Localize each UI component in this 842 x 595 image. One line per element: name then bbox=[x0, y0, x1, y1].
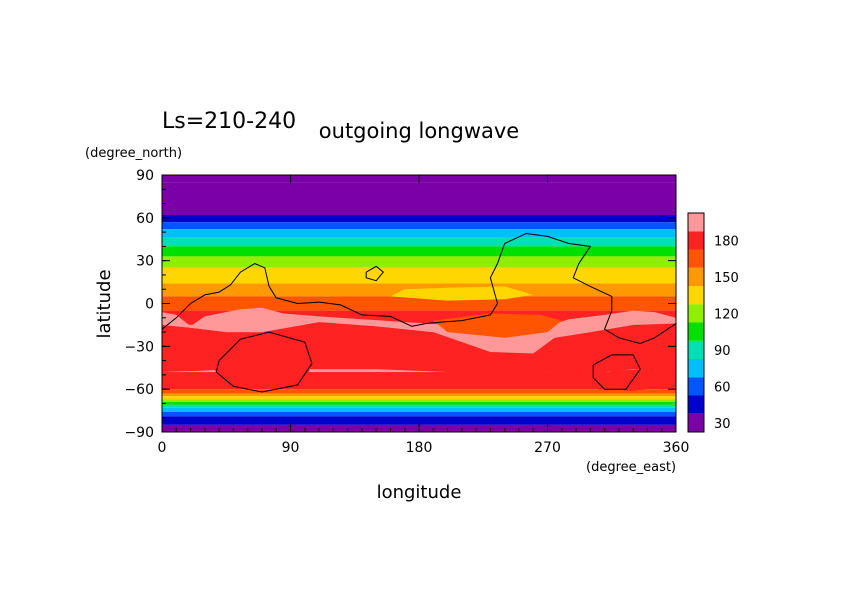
colorbar-tick-label: 120 bbox=[714, 307, 739, 322]
fill-region-2 bbox=[212, 350, 312, 390]
band-22 bbox=[162, 416, 676, 425]
colorbar-tick-label: 150 bbox=[714, 271, 739, 286]
colorbar-swatch-0 bbox=[688, 413, 704, 432]
band-6 bbox=[162, 246, 676, 257]
y-tick-label: 0 bbox=[145, 297, 154, 313]
colorbar-frame bbox=[687, 212, 705, 433]
contour-line-2 bbox=[365, 265, 385, 282]
band-17 bbox=[162, 399, 676, 403]
band-20 bbox=[162, 407, 676, 413]
y-axis-label: latitude bbox=[94, 269, 115, 338]
x-unit-label: (degree_east) bbox=[586, 460, 676, 475]
y-tick-label: −30 bbox=[124, 339, 154, 355]
colorbar-tick-label: 90 bbox=[714, 344, 731, 359]
colorbar-swatch-9 bbox=[688, 249, 704, 268]
band-10 bbox=[162, 296, 676, 311]
band-19 bbox=[162, 404, 676, 408]
x-tick-label: 360 bbox=[663, 440, 690, 456]
band-4 bbox=[162, 229, 676, 238]
x-tick-label: 90 bbox=[282, 440, 300, 456]
y-tick-label: 90 bbox=[136, 168, 154, 184]
band-3 bbox=[162, 222, 676, 230]
axes: 0 90 180 270 360 90 60 30 0 −30 −60 −90 bbox=[124, 168, 689, 456]
y-tick-label: −90 bbox=[124, 425, 154, 441]
x-tick-label: 0 bbox=[158, 440, 167, 456]
band-7 bbox=[162, 256, 676, 268]
colorbar-swatch-1 bbox=[688, 395, 704, 414]
band-21 bbox=[162, 412, 676, 417]
colorbar-swatch-7 bbox=[688, 286, 704, 305]
contour-line-3 bbox=[592, 354, 641, 390]
colorbar-swatch-4 bbox=[688, 340, 704, 359]
x-tick-label: 270 bbox=[534, 440, 561, 456]
fill-region-1 bbox=[162, 307, 676, 354]
band-1 bbox=[162, 182, 676, 215]
colorbar-swatch-11 bbox=[688, 213, 704, 232]
band-15 bbox=[162, 393, 676, 397]
colorbar-swatch-8 bbox=[688, 267, 704, 286]
continent-contours bbox=[162, 232, 676, 393]
colorbar-tick-label: 30 bbox=[714, 417, 731, 432]
band-8 bbox=[162, 267, 676, 284]
y-tick-label: −60 bbox=[124, 382, 154, 398]
chart-title-left: Ls=210-240 bbox=[162, 109, 296, 134]
plot-area bbox=[162, 175, 676, 432]
chart-title: outgoing longwave bbox=[319, 119, 519, 143]
colorbar-swatch-6 bbox=[688, 304, 704, 323]
colorbar: 30 60 90 120 150 180 bbox=[687, 212, 739, 433]
x-axis-label: longitude bbox=[377, 482, 462, 503]
band-16 bbox=[162, 396, 676, 400]
colorbar-swatch-2 bbox=[688, 377, 704, 396]
y-tick-label: 30 bbox=[136, 254, 154, 270]
colorbar-tick-label: 180 bbox=[714, 234, 739, 249]
colorbar-tick-label: 60 bbox=[714, 380, 731, 395]
colorbar-swatch-5 bbox=[688, 322, 704, 341]
y-tick-label: 60 bbox=[136, 211, 154, 227]
contour-line-0 bbox=[162, 232, 676, 345]
fill-region-5 bbox=[390, 286, 534, 301]
band-5 bbox=[162, 237, 676, 247]
x-tick-label: 180 bbox=[406, 440, 433, 456]
y-unit-label: (degree_north) bbox=[85, 146, 182, 161]
band-14 bbox=[162, 389, 676, 394]
contour-line-1 bbox=[215, 331, 313, 393]
band-2 bbox=[162, 214, 676, 223]
colorbar-swatch-10 bbox=[688, 231, 704, 250]
band-18 bbox=[162, 402, 676, 405]
colorbar-swatch-3 bbox=[688, 359, 704, 378]
